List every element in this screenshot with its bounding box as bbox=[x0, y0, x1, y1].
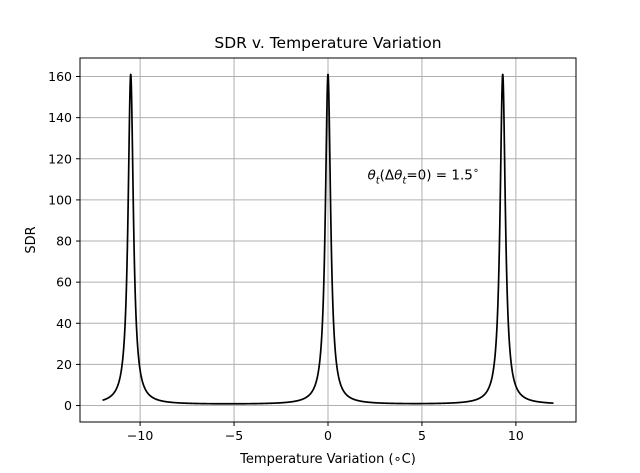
annotation-part: θ bbox=[394, 167, 402, 183]
y-axis-label: SDR bbox=[24, 226, 39, 253]
y-axis-ticks: 0 20 40 60 80 100 120 140 160 bbox=[48, 69, 80, 413]
annotation-part: (Δ bbox=[380, 167, 395, 183]
y-tick-label: 120 bbox=[48, 151, 72, 166]
y-tick-label: 0 bbox=[64, 398, 72, 413]
y-tick-label: 60 bbox=[56, 275, 72, 290]
sdr-line bbox=[101, 73, 555, 405]
x-tick-label: 10 bbox=[508, 428, 524, 443]
annotation-part: ∘ bbox=[473, 165, 479, 176]
series-layer bbox=[101, 73, 555, 405]
annotation-part: =0) = 1.5 bbox=[406, 167, 473, 183]
annotation-theta: θt(Δθt=0) = 1.5∘ bbox=[367, 165, 479, 186]
x-axis-ticks: −10 −5 0 5 10 bbox=[127, 422, 524, 443]
y-tick-label: 160 bbox=[48, 69, 72, 84]
x-axis-label: Temperature Variation (∘C) bbox=[239, 452, 416, 467]
chart-title: SDR v. Temperature Variation bbox=[214, 34, 441, 52]
annotation-part: θ bbox=[367, 167, 375, 183]
x-tick-label: −10 bbox=[127, 428, 153, 443]
x-tick-label: −5 bbox=[225, 428, 243, 443]
y-tick-label: 40 bbox=[56, 316, 72, 331]
y-tick-label: 100 bbox=[48, 192, 72, 207]
annotation-part: t bbox=[402, 175, 407, 186]
y-tick-label: 80 bbox=[56, 234, 72, 249]
y-tick-label: 20 bbox=[56, 357, 72, 372]
annotation-part: t bbox=[376, 175, 381, 186]
x-tick-label: 5 bbox=[418, 428, 426, 443]
y-tick-label: 140 bbox=[48, 110, 72, 125]
x-tick-label: 0 bbox=[324, 428, 332, 443]
